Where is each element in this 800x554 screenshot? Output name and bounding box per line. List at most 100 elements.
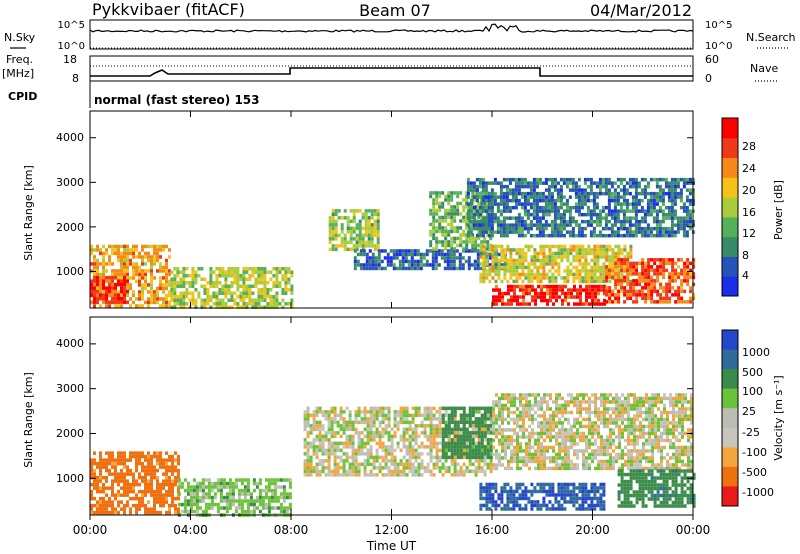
range-gate-cell: [120, 507, 123, 511]
range-gate-cell: [496, 219, 500, 224]
range-gate-cell: [111, 500, 114, 504]
range-gate-cell: [270, 495, 274, 500]
range-gate-cell: [405, 466, 409, 470]
range-gate-cell: [275, 274, 279, 278]
range-gate-cell: [647, 293, 651, 297]
range-gate-cell: [496, 209, 500, 213]
range-gate-cell: [366, 417, 370, 421]
range-gate-cell: [617, 282, 621, 287]
range-gate-cell: [556, 198, 560, 203]
range-gate-cell: [438, 194, 442, 199]
range-gate-cell: [396, 427, 400, 432]
range-gate-cell: [257, 277, 261, 281]
range-gate-cell: [548, 248, 552, 252]
range-gate-cell: [679, 177, 683, 182]
range-gate-cell: [658, 219, 662, 224]
range-gate-cell: [432, 434, 436, 439]
range-gate-cell: [188, 298, 192, 302]
range-gate-cell: [603, 291, 606, 296]
range-gate-cell: [354, 452, 358, 456]
range-gate-cell: [549, 284, 552, 289]
range-gate-cell: [123, 258, 126, 263]
range-gate-cell: [147, 507, 150, 511]
range-gate-cell: [404, 252, 408, 257]
range-gate-cell: [135, 297, 138, 301]
range-gate-cell: [455, 266, 459, 271]
range-gate-cell: [489, 427, 493, 432]
range-gate-cell: [477, 229, 481, 234]
range-gate-cell: [126, 255, 129, 259]
range-gate-cell: [482, 269, 486, 273]
range-gate-cell: [509, 248, 513, 252]
range-gate-cell: [444, 420, 448, 425]
range-gate-cell: [682, 233, 686, 238]
range-gate-cell: [560, 251, 564, 256]
range-gate-cell: [619, 219, 623, 224]
range-gate-cell: [679, 195, 683, 199]
range-gate-cell: [342, 466, 346, 470]
range-gate-cell: [357, 441, 361, 446]
range-gate-cell: [147, 461, 150, 466]
range-gate-cell: [479, 272, 483, 277]
range-gate-cell: [372, 424, 376, 428]
range-gate-cell: [432, 445, 436, 449]
range-gate-cell: [206, 281, 210, 285]
range-gate-cell: [315, 410, 319, 414]
range-gate-cell: [667, 230, 671, 234]
range-gate-cell: [102, 282, 105, 287]
range-gate-cell: [117, 510, 120, 515]
range-gate-cell: [198, 481, 202, 486]
range-gate-cell: [188, 305, 192, 309]
range-gate-cell: [556, 205, 560, 210]
range-gate-cell: [162, 482, 165, 487]
range-gate-cell: [401, 263, 405, 267]
range-gate-cell: [432, 201, 436, 206]
range-gate-cell: [506, 258, 510, 263]
range-gate-cell: [162, 290, 165, 294]
range-gate-cell: [575, 258, 579, 263]
range-gate-cell: [671, 268, 675, 273]
range-gate-cell: [417, 410, 421, 414]
range-gate-cell: [378, 466, 382, 470]
range-gate-cell: [557, 262, 561, 266]
range-gate-cell: [634, 188, 638, 192]
range-gate-cell: [102, 293, 105, 297]
range-gate-cell: [420, 431, 424, 435]
range-gate-cell: [515, 269, 519, 273]
range-gate-cell: [450, 438, 454, 442]
range-gate-cell: [685, 209, 689, 213]
range-gate-cell: [117, 276, 120, 280]
range-gate-cell: [342, 410, 346, 414]
range-gate-cell: [334, 223, 338, 227]
range-gate-cell: [476, 256, 480, 260]
range-gate-cell: [550, 219, 554, 224]
range-gate-cell: [479, 262, 483, 266]
range-gate-cell: [465, 240, 469, 244]
range-gate-cell: [411, 452, 415, 456]
range-gate-cell: [105, 296, 108, 301]
range-gate-cell: [482, 255, 486, 259]
range-gate-cell: [515, 262, 519, 266]
range-gate-cell: [135, 510, 138, 515]
range-gate-cell: [369, 448, 373, 453]
range-gate-cell: [428, 249, 432, 253]
range-gate-cell: [233, 277, 237, 281]
range-gate-cell: [147, 472, 150, 476]
range-gate-cell: [120, 500, 123, 504]
range-gate-cell: [459, 420, 463, 425]
range-gate-cell: [387, 445, 391, 449]
range-gate-cell: [563, 279, 567, 284]
range-gate-cell: [676, 191, 680, 196]
range-gate-cell: [499, 202, 503, 206]
range-gate-cell: [123, 493, 126, 497]
range-gate-cell: [565, 223, 569, 227]
range-gate-cell: [224, 291, 228, 295]
range-gate-cell: [632, 286, 636, 290]
range-gate-cell: [447, 243, 451, 248]
range-gate-cell: [475, 177, 479, 182]
range-gate-cell: [595, 202, 599, 206]
range-gate-cell: [126, 244, 129, 249]
range-gate-cell: [348, 413, 352, 418]
range-gate-cell: [363, 406, 367, 411]
range-gate-cell: [378, 410, 382, 414]
